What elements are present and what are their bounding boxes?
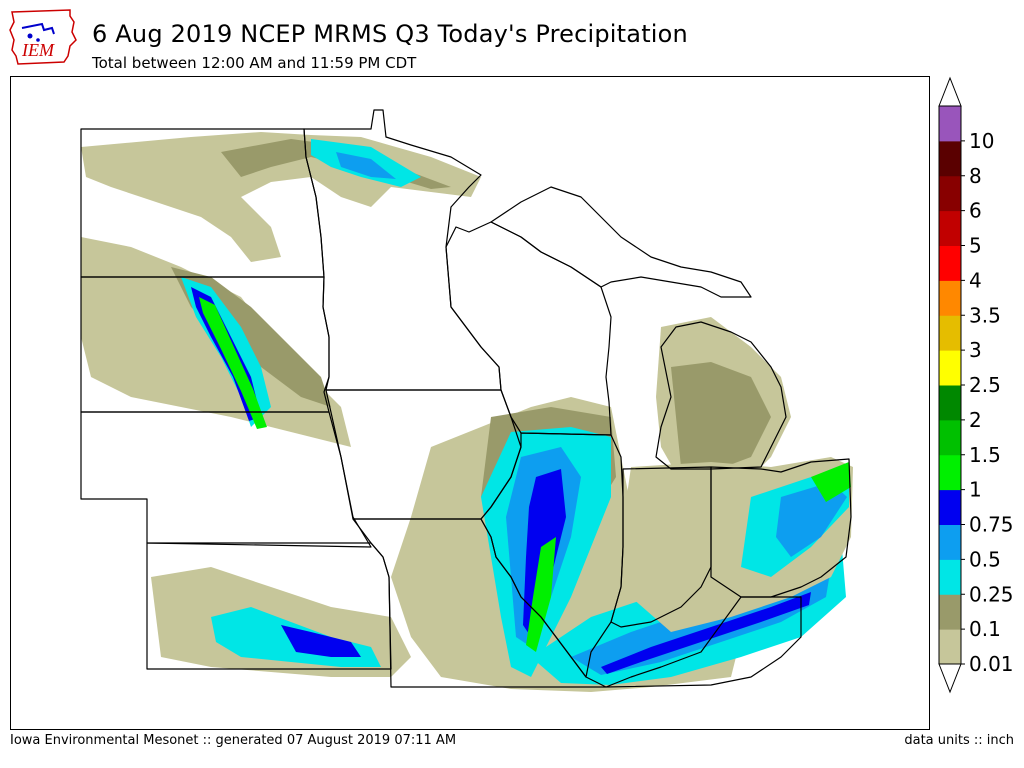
colorbar-segment xyxy=(939,140,961,177)
precip-area-ohio-blue xyxy=(776,482,847,557)
colorbar-segment xyxy=(939,350,961,386)
precip-area-central-green xyxy=(526,537,556,652)
colorbar-label: 1 xyxy=(969,478,982,502)
colorbar-segment xyxy=(939,594,961,630)
colorbar-label: 10 xyxy=(969,129,994,153)
map-subtitle: Total between 12:00 AM and 11:59 PM CDT xyxy=(92,54,417,72)
colorbar-label: 1.5 xyxy=(969,443,1001,467)
colorbar-bottom-arrow xyxy=(938,663,962,694)
map-panel xyxy=(10,76,930,730)
precip-map xyxy=(80,109,853,692)
precip-area-dakota-green xyxy=(199,297,267,429)
colorbar-top-arrow xyxy=(938,76,962,107)
colorbar-label: 2.5 xyxy=(969,373,1001,397)
state-boundary-oh xyxy=(710,458,852,598)
precip-colorbar: 0.01 0.1 0.25 0.5 0.75 1 1.5 2 2.5 3 3.5 4 5 6 8 10 xyxy=(936,76,1024,694)
colorbar-segment xyxy=(939,210,961,246)
colorbar-label: 8 xyxy=(969,164,982,188)
colorbar-label: 3 xyxy=(969,338,982,362)
colorbar-segment xyxy=(939,175,961,212)
colorbar-segment xyxy=(939,280,961,316)
state-boundary-ky xyxy=(605,596,802,688)
precip-layer xyxy=(81,132,853,692)
colorbar-segment xyxy=(939,245,961,281)
colorbar-segment xyxy=(939,489,961,525)
iowa-state-outline-icon: IEM xyxy=(9,9,77,65)
colorbar-segment xyxy=(939,629,961,665)
precip-area-southwest-blue xyxy=(281,625,361,657)
state-boundary-ne xyxy=(80,411,372,548)
colorbar-segment xyxy=(939,559,961,595)
precip-area-south-deepblue xyxy=(601,592,811,674)
state-boundary-lower-mi xyxy=(655,321,787,470)
colorbar-label: 5 xyxy=(969,234,982,258)
colorbar-segment xyxy=(939,385,961,421)
colorbar-label: 3.5 xyxy=(969,303,1001,327)
colorbar-segment xyxy=(939,454,961,491)
iem-logo: IEM xyxy=(8,6,78,68)
colorbar-label: 0.25 xyxy=(969,582,1014,606)
footer-credit: Iowa Environmental Mesonet :: generated … xyxy=(10,733,457,748)
precip-area-ohio-green xyxy=(811,462,851,502)
colorbar-segment xyxy=(939,524,961,560)
colorbar-label: 0.01 xyxy=(969,652,1014,676)
logo-text: IEM xyxy=(21,40,55,60)
colorbar-label: 0.75 xyxy=(969,513,1014,537)
precip-area-east-mid xyxy=(671,362,771,472)
state-boundaries xyxy=(80,109,852,688)
colorbar-label: 6 xyxy=(969,199,982,223)
colorbar-segment xyxy=(939,315,961,351)
colorbar-label: 0.5 xyxy=(969,547,1001,571)
map-title: 6 Aug 2019 NCEP MRMS Q3 Today's Precipit… xyxy=(92,20,688,48)
colorbar-segment xyxy=(939,419,961,456)
colorbar-label: 2 xyxy=(969,408,982,432)
footer-units: data units :: inch xyxy=(904,733,1014,748)
colorbar-label: 0.1 xyxy=(969,617,1001,641)
colorbar-scale: 0.01 0.1 0.25 0.5 0.75 1 1.5 2 2.5 3 3.5 4 5 6 8 10 xyxy=(938,76,1014,694)
state-boundary-upper-mi xyxy=(490,186,752,298)
precip-area-north-blue xyxy=(336,152,396,179)
colorbar-label: 4 xyxy=(969,268,982,292)
colorbar-segment xyxy=(939,106,961,142)
